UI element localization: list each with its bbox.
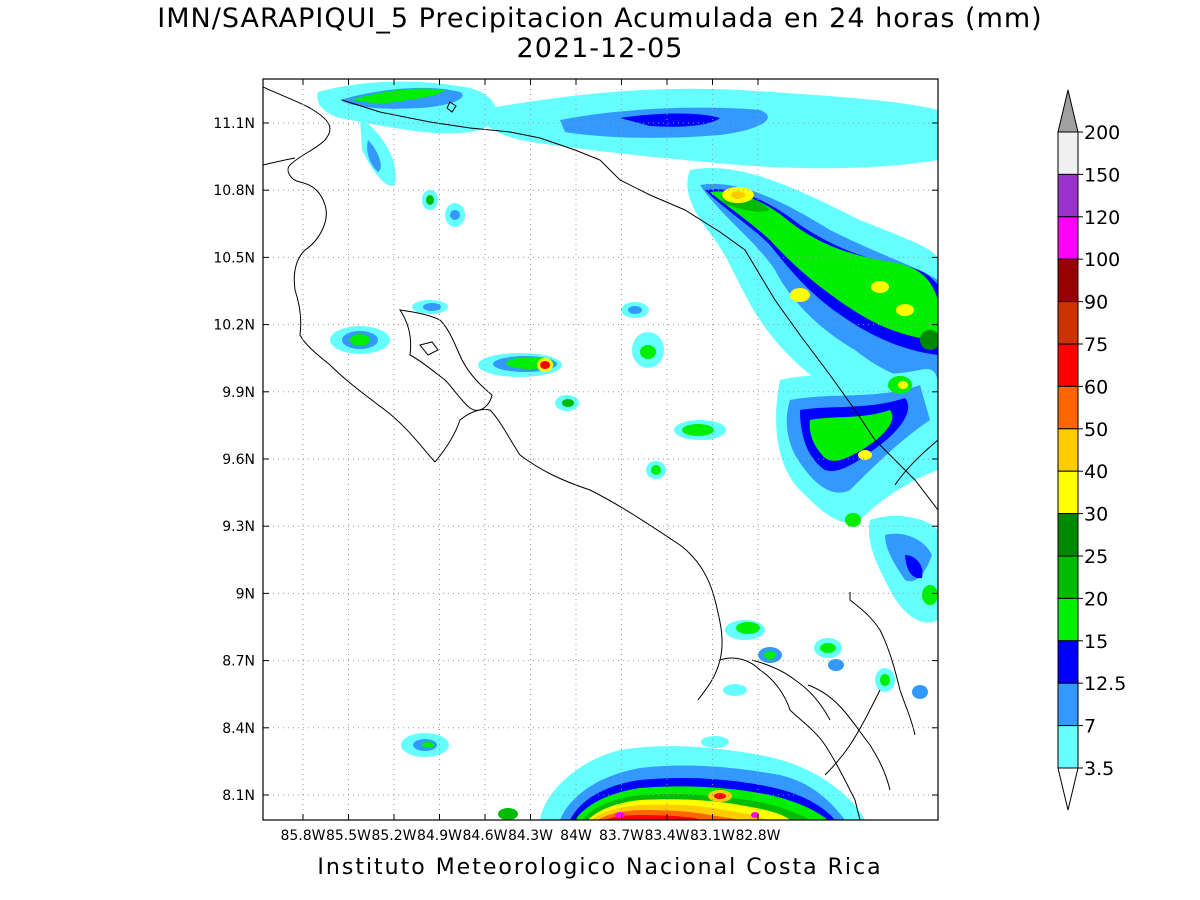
colorbar-label: 20 (1084, 588, 1108, 610)
lat-tick-label: 9.3N (222, 519, 255, 535)
colorbar-label: 50 (1084, 419, 1108, 441)
lon-tick-label: 84.6W (462, 828, 507, 844)
colorbar: 200 150 120 100 90 75 60 50 40 30 25 20 15 12.5 7 3.5 (1057, 89, 1126, 811)
colorbar-swatch (1057, 173, 1079, 218)
lon-tick-label: 84.9W (417, 828, 462, 844)
lat-tick-label: 10.8N (213, 183, 255, 199)
colorbar-swatch (1057, 682, 1079, 727)
latitude-axis: 11.1N 10.8N 10.5N 10.2N 9.9N 9.6N 9.3N 9N 8.7N 8.… (213, 116, 938, 804)
colorbar-label: 120 (1084, 207, 1120, 229)
longitude-axis: 85.8W 85.5W 85.2W 84.9W 84.6W 84.3W 84W 83.7W 83… (280, 79, 781, 844)
plot-frame (262, 78, 939, 821)
lon-tick-label: 85.8W (280, 828, 325, 844)
lat-tick-label: 10.5N (213, 250, 255, 266)
lat-tick-label: 8.7N (222, 654, 255, 670)
colorbar-label: 75 (1084, 334, 1108, 356)
coastline-lines (263, 86, 938, 820)
colorbar-top-arrow (1057, 89, 1079, 133)
colorbar-label: 150 (1084, 164, 1120, 186)
lon-tick-label: 85.2W (371, 828, 416, 844)
colorbar-swatch (1057, 343, 1079, 387)
colorbar-label: 200 (1084, 122, 1120, 144)
colorbar-swatch (1057, 216, 1079, 260)
colorbar-label: 3.5 (1084, 758, 1114, 780)
colorbar-label: 30 (1084, 504, 1108, 526)
lat-tick-label: 9.6N (222, 452, 255, 468)
map-title: IMN/SARAPIQUI_5 Precipitacion Acumulada … (157, 3, 1043, 34)
colorbar-swatch (1057, 513, 1079, 557)
lat-tick-label: 8.1N (222, 788, 255, 804)
colorbar-swatch (1057, 131, 1079, 175)
colorbar-label: 60 (1084, 376, 1108, 398)
colorbar-label: 90 (1084, 292, 1108, 314)
lon-tick-label: 85.5W (326, 828, 371, 844)
colorbar-swatch (1057, 597, 1079, 642)
precipitation-field (317, 81, 938, 820)
lat-tick-label: 8.4N (222, 721, 255, 737)
colorbar-swatch (1057, 301, 1079, 345)
colorbar-swatch (1057, 725, 1079, 769)
colorbar-swatch (1057, 555, 1079, 599)
colorbar-swatch (1057, 470, 1079, 515)
lon-tick-label: 84W (560, 828, 592, 844)
colorbar-swatch (1057, 385, 1079, 430)
lat-tick-label: 9.9N (222, 385, 255, 401)
lat-tick-label: 11.1N (213, 116, 255, 132)
lon-tick-label: 83.7W (599, 828, 644, 844)
colorbar-label: 25 (1084, 546, 1108, 568)
colorbar-label: 12.5 (1084, 673, 1126, 695)
lat-tick-label: 10.2N (213, 318, 255, 334)
lat-tick-label: 9N (236, 586, 255, 602)
lon-tick-label: 84.3W (508, 828, 553, 844)
colorbar-swatch (1057, 258, 1079, 303)
colorbar-bottom-arrow (1057, 767, 1079, 811)
lon-tick-label: 82.8W (735, 828, 780, 844)
lon-tick-label: 83.1W (690, 828, 735, 844)
map-grid (263, 79, 938, 820)
colorbar-label: 15 (1084, 631, 1108, 653)
footer-credit: Instituto Meteorologico Nacional Costa R… (317, 855, 883, 880)
colorbar-label: 40 (1084, 461, 1108, 483)
colorbar-swatch (1057, 640, 1079, 684)
lon-tick-label: 83.4W (644, 828, 689, 844)
colorbar-label: 7 (1084, 716, 1096, 738)
map-date: 2021-12-05 (516, 33, 684, 64)
colorbar-label: 100 (1084, 249, 1120, 271)
colorbar-swatch (1057, 428, 1079, 472)
